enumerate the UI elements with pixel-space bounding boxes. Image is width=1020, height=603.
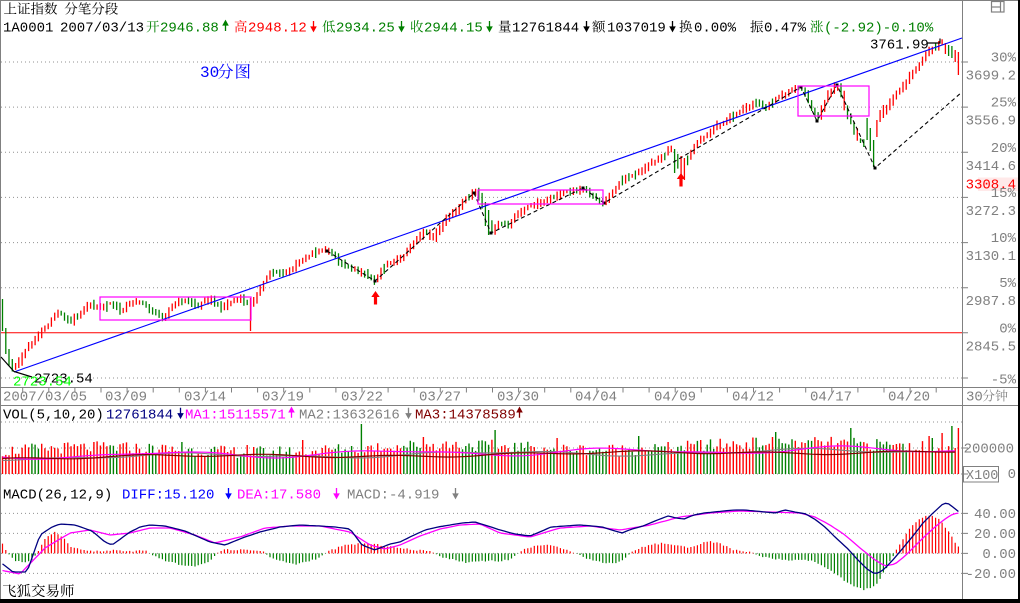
svg-text:2723.54: 2723.54 (34, 372, 93, 388)
svg-text:MA2:13632616: MA2:13632616 (299, 407, 400, 423)
svg-text:03/27: 03/27 (419, 390, 461, 406)
svg-text:04/20: 04/20 (888, 390, 930, 406)
svg-text:10%: 10% (991, 231, 1017, 247)
svg-text:MA3:14378589: MA3:14378589 (415, 407, 516, 423)
svg-text:30%: 30% (991, 51, 1017, 67)
svg-text:X100: X100 (966, 469, 998, 484)
svg-text:0%: 0% (999, 321, 1016, 337)
svg-text:MACD(26,12,9): MACD(26,12,9) (3, 488, 112, 504)
svg-text:03/09: 03/09 (105, 390, 147, 406)
svg-text:20%: 20% (991, 141, 1017, 157)
svg-text:12761844: 12761844 (106, 407, 173, 423)
svg-text:15%: 15% (991, 186, 1017, 202)
svg-text:3556.9: 3556.9 (966, 114, 1016, 130)
svg-text:25%: 25% (991, 96, 1017, 112)
svg-text:2946.88: 2946.88 (160, 21, 219, 37)
svg-text:12761844: 12761844 (512, 21, 579, 37)
svg-text:5%: 5% (999, 276, 1016, 292)
svg-text:2007/03/05: 2007/03/05 (3, 390, 87, 406)
svg-text:3699.2: 3699.2 (966, 69, 1016, 85)
svg-text:3272.3: 3272.3 (966, 204, 1016, 220)
svg-text:(-2.92)-0.10%: (-2.92)-0.10% (824, 21, 934, 37)
svg-text:04/12: 04/12 (732, 390, 774, 406)
svg-text:04/17: 04/17 (810, 390, 852, 406)
svg-text:DEA:17.580: DEA:17.580 (237, 488, 321, 504)
svg-text:-5%: -5% (991, 373, 1017, 389)
svg-text:03/30: 03/30 (497, 390, 539, 406)
svg-text:MA1:15115571: MA1:15115571 (185, 407, 286, 423)
svg-text:2948.12: 2948.12 (248, 21, 307, 37)
svg-text:03/14: 03/14 (184, 390, 226, 406)
svg-text:2723.54: 2723.54 (13, 375, 72, 391)
svg-text:20.00: 20.00 (974, 527, 1016, 543)
svg-text:2944.15: 2944.15 (424, 21, 483, 37)
svg-text:3130.1: 3130.1 (966, 249, 1016, 265)
svg-text:MACD:-4.919: MACD:-4.919 (347, 488, 439, 504)
svg-text:2007/03/13: 2007/03/13 (60, 21, 144, 37)
svg-text:2934.25: 2934.25 (336, 21, 395, 37)
svg-text:DIFF:15.120: DIFF:15.120 (122, 488, 214, 504)
svg-text:0: 0 (1008, 467, 1016, 483)
svg-text:1037019: 1037019 (607, 21, 666, 37)
svg-text:3761.99: 3761.99 (870, 38, 929, 54)
svg-text:-20.00: -20.00 (966, 567, 1016, 583)
svg-text:04/09: 04/09 (654, 390, 696, 406)
svg-text:0.00: 0.00 (982, 547, 1016, 563)
svg-text:VOL(5,10,20): VOL(5,10,20) (3, 407, 104, 423)
svg-text:03/22: 03/22 (341, 390, 383, 406)
svg-text:0.00%: 0.00% (694, 21, 737, 37)
svg-text:2987.8: 2987.8 (966, 294, 1016, 310)
svg-text:0.47%: 0.47% (764, 21, 807, 37)
svg-text:3308.4: 3308.4 (966, 178, 1016, 194)
svg-text:03/19: 03/19 (262, 390, 304, 406)
svg-text:30: 30 (966, 390, 983, 406)
svg-text:04/04: 04/04 (575, 390, 617, 406)
svg-text:30: 30 (200, 64, 219, 82)
svg-text:3414.6: 3414.6 (966, 159, 1016, 175)
svg-text:40.00: 40.00 (974, 507, 1016, 523)
svg-text:1A0001: 1A0001 (3, 21, 53, 37)
svg-text:200000: 200000 (964, 442, 1014, 458)
svg-text:2845.5: 2845.5 (966, 339, 1016, 355)
